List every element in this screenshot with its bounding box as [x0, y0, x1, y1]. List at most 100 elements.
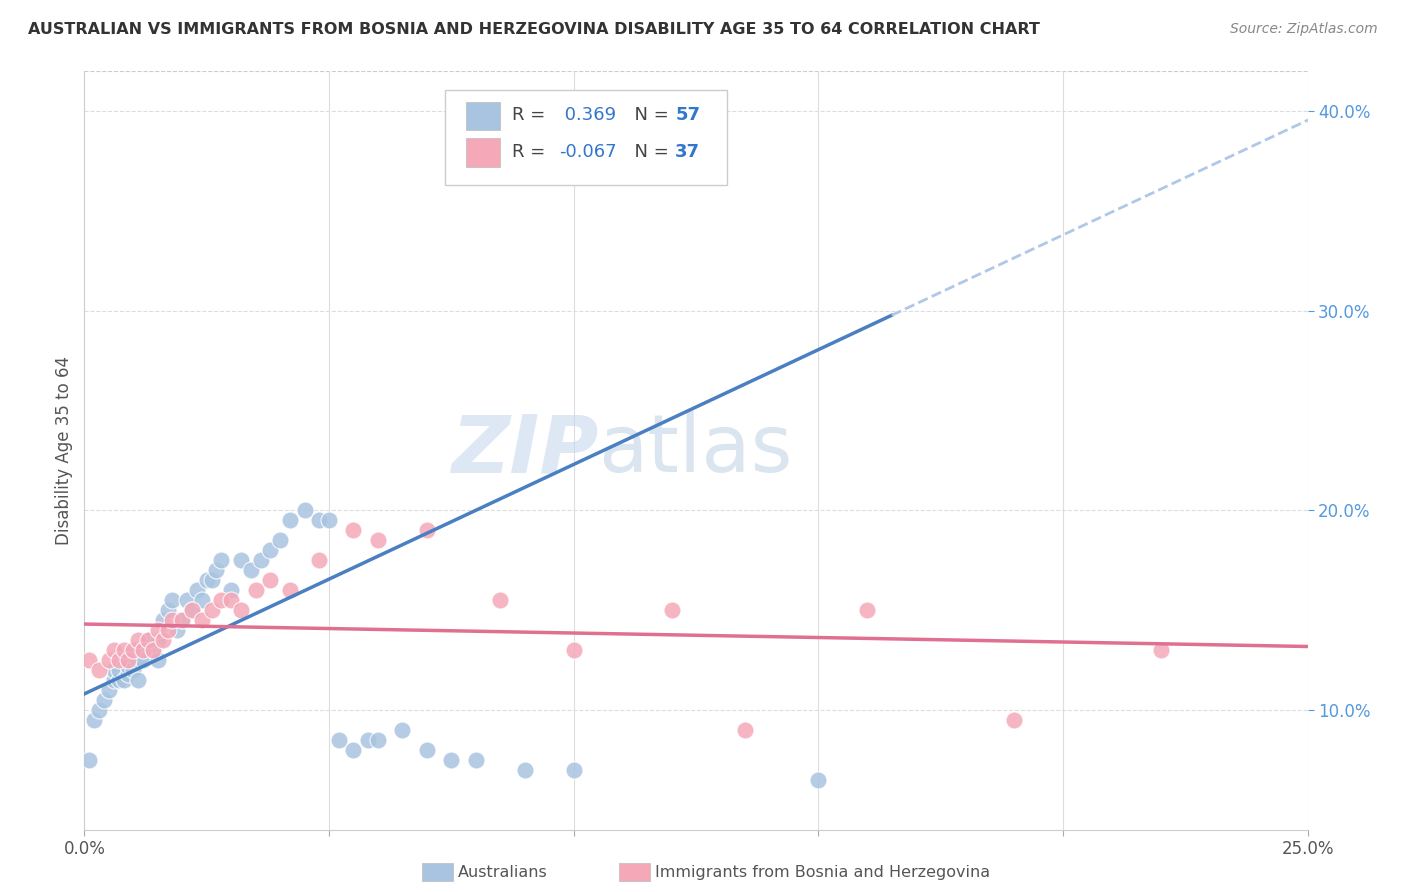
- Text: 57: 57: [675, 106, 700, 124]
- Point: [318, 513, 340, 527]
- Point: [357, 732, 380, 747]
- Point: [112, 653, 135, 667]
- Point: [229, 553, 252, 567]
- Point: [391, 723, 413, 737]
- Point: [513, 763, 536, 777]
- Point: [328, 732, 350, 747]
- Text: ZIP: ZIP: [451, 411, 598, 490]
- Text: 37: 37: [675, 143, 700, 161]
- Point: [278, 513, 301, 527]
- Point: [156, 623, 179, 637]
- Point: [186, 583, 208, 598]
- Point: [440, 753, 463, 767]
- Point: [661, 603, 683, 617]
- Point: [166, 623, 188, 637]
- Point: [97, 682, 120, 697]
- Text: N =: N =: [623, 106, 673, 124]
- Point: [112, 643, 135, 657]
- Point: [200, 603, 222, 617]
- Point: [176, 593, 198, 607]
- Text: R =: R =: [513, 106, 551, 124]
- Point: [562, 763, 585, 777]
- Point: [200, 573, 222, 587]
- Point: [249, 553, 271, 567]
- Point: [856, 603, 879, 617]
- Point: [416, 743, 439, 757]
- Point: [195, 573, 218, 587]
- Point: [117, 659, 139, 673]
- Point: [132, 653, 155, 667]
- Point: [107, 663, 129, 677]
- Point: [219, 583, 242, 598]
- Point: [132, 643, 155, 657]
- Point: [136, 633, 159, 648]
- Point: [77, 653, 100, 667]
- Point: [294, 503, 316, 517]
- Point: [152, 613, 174, 627]
- Text: 0.369: 0.369: [560, 106, 616, 124]
- Point: [489, 593, 512, 607]
- Point: [245, 583, 267, 598]
- Point: [142, 643, 165, 657]
- Point: [127, 673, 149, 687]
- Point: [181, 603, 204, 617]
- Point: [146, 623, 169, 637]
- Y-axis label: Disability Age 35 to 64: Disability Age 35 to 64: [55, 356, 73, 545]
- Point: [416, 523, 439, 537]
- Point: [122, 663, 145, 677]
- Point: [117, 653, 139, 667]
- Text: -0.067: -0.067: [560, 143, 617, 161]
- Point: [93, 693, 115, 707]
- Point: [117, 667, 139, 681]
- Point: [205, 563, 228, 577]
- Point: [107, 653, 129, 667]
- Point: [127, 653, 149, 667]
- Text: N =: N =: [623, 143, 673, 161]
- Point: [278, 583, 301, 598]
- FancyBboxPatch shape: [446, 90, 727, 186]
- Point: [367, 732, 389, 747]
- Point: [107, 673, 129, 687]
- Point: [342, 523, 364, 537]
- Point: [146, 633, 169, 648]
- Point: [308, 513, 330, 527]
- Point: [191, 593, 214, 607]
- Point: [209, 593, 232, 607]
- Text: Source: ZipAtlas.com: Source: ZipAtlas.com: [1230, 22, 1378, 37]
- Point: [259, 573, 281, 587]
- Point: [229, 603, 252, 617]
- Bar: [465, 102, 501, 130]
- Text: R =: R =: [513, 143, 551, 161]
- Point: [127, 633, 149, 648]
- Point: [83, 713, 105, 727]
- Text: Australians: Australians: [458, 865, 548, 880]
- Point: [308, 553, 330, 567]
- Point: [1150, 643, 1173, 657]
- Point: [136, 633, 159, 648]
- Point: [103, 663, 125, 677]
- Point: [807, 772, 830, 787]
- Point: [87, 663, 110, 677]
- Point: [259, 543, 281, 558]
- Point: [103, 673, 125, 687]
- Point: [122, 643, 145, 657]
- Point: [172, 613, 194, 627]
- Point: [239, 563, 262, 577]
- Point: [191, 613, 214, 627]
- Point: [103, 643, 125, 657]
- Point: [132, 643, 155, 657]
- Point: [87, 703, 110, 717]
- Point: [112, 673, 135, 687]
- Point: [734, 723, 756, 737]
- Point: [464, 753, 486, 767]
- Point: [367, 533, 389, 548]
- Point: [209, 553, 232, 567]
- Point: [219, 593, 242, 607]
- Point: [122, 643, 145, 657]
- Point: [269, 533, 291, 548]
- Text: AUSTRALIAN VS IMMIGRANTS FROM BOSNIA AND HERZEGOVINA DISABILITY AGE 35 TO 64 COR: AUSTRALIAN VS IMMIGRANTS FROM BOSNIA AND…: [28, 22, 1040, 37]
- Point: [142, 643, 165, 657]
- Point: [562, 643, 585, 657]
- Point: [172, 613, 194, 627]
- Point: [162, 613, 184, 627]
